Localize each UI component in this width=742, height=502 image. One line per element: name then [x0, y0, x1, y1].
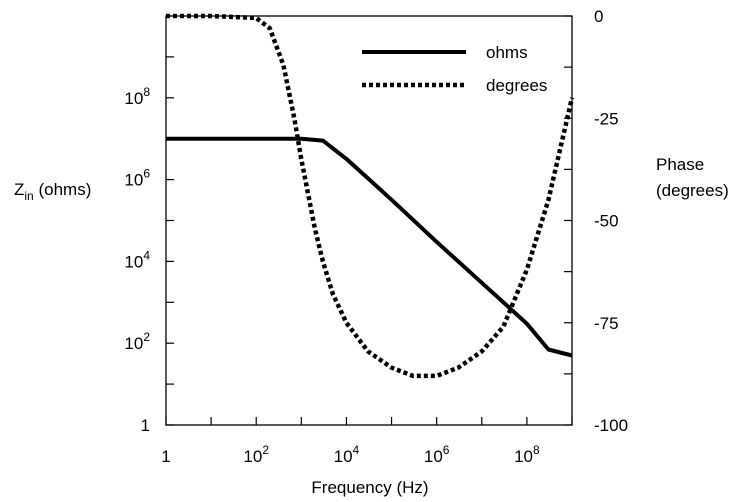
y-right-tick-label: -75 [594, 314, 619, 333]
y-right-tick-label: -25 [594, 109, 619, 128]
series-lines [166, 13, 575, 379]
y-axis-left-label-rest: (ohms) [34, 180, 92, 199]
x-tick-label: 102 [243, 443, 269, 466]
x-tick-label: 108 [514, 443, 540, 466]
y-axis-left-label-main: Z [14, 180, 24, 199]
y-left-tick-label: 102 [124, 330, 150, 353]
axis-ticks: 1 102 104 106 108 1 102 104 106 108 0 -25 -50 -75 -100 [124, 7, 628, 466]
y-right-tick-label: -100 [594, 416, 628, 435]
y-axis-left-label: Zin (ohms) [14, 180, 91, 203]
y-left-tick-label: 108 [124, 85, 150, 108]
legend-label-ohms: ohms [486, 43, 528, 62]
x-axis-label: Frequency (Hz) [311, 478, 428, 497]
x-tick-label: 106 [424, 443, 450, 466]
x-tick-label: 104 [334, 443, 360, 466]
legend-label-degrees: degrees [486, 76, 547, 95]
series-line-degrees [166, 13, 575, 379]
y-axis-left-label-sub: in [24, 189, 33, 203]
series-line-ohms [166, 136, 573, 358]
y-right-tick-label: -50 [594, 212, 619, 231]
y-left-tick-label: 104 [124, 248, 150, 271]
y-left-tick-label: 1 [141, 416, 150, 435]
y-right-tick-label: 0 [594, 7, 603, 26]
y-axis-right-label-line1: Phase [656, 155, 704, 174]
legend: ohms degrees [362, 43, 547, 95]
x-tick-label: 1 [161, 447, 170, 466]
y-axis-right-label-line2: (degrees) [656, 181, 729, 200]
y-left-tick-label: 106 [124, 167, 150, 190]
